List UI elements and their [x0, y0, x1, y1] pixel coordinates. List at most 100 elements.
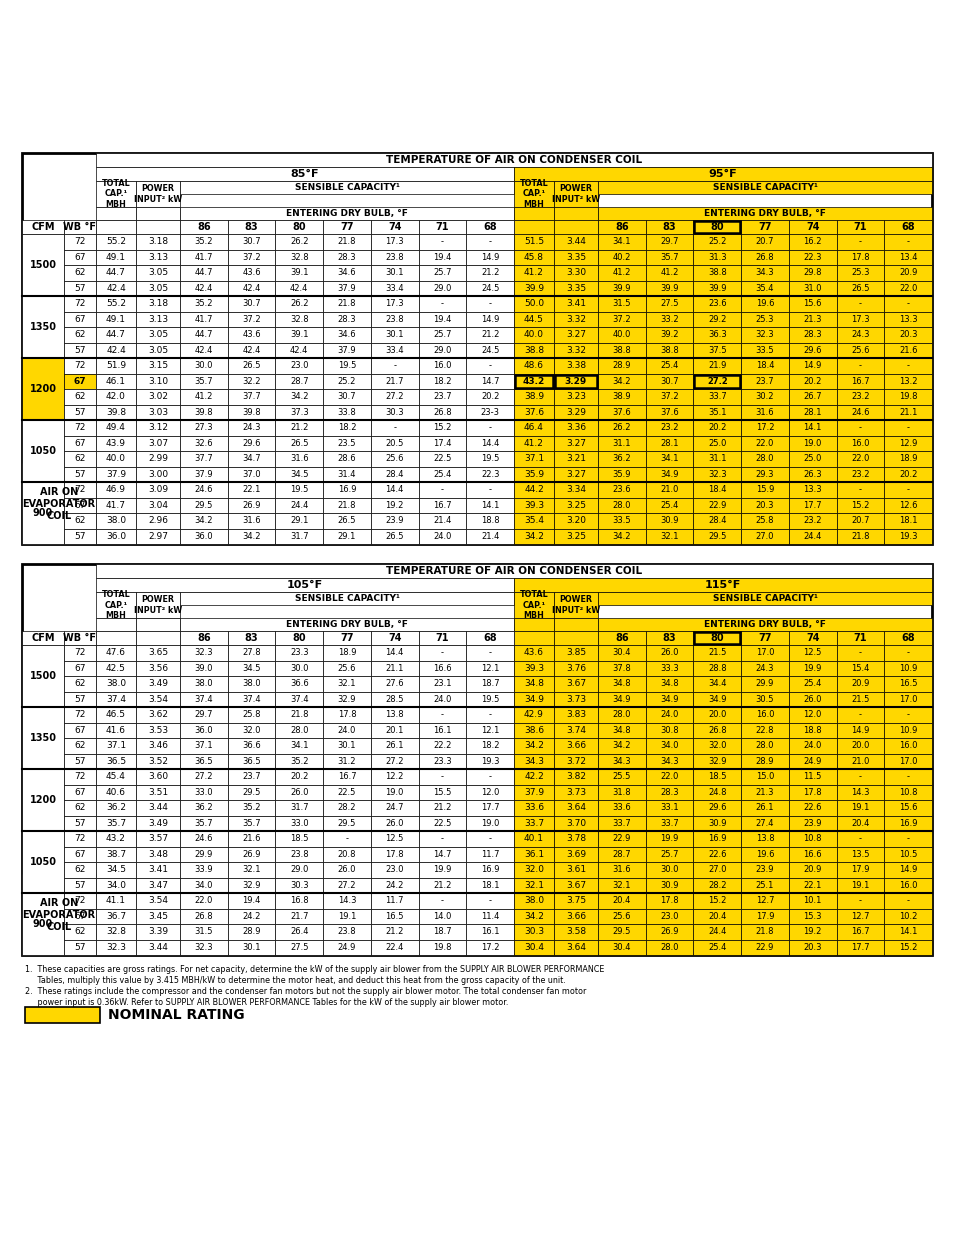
- Text: 29.0: 29.0: [433, 346, 451, 354]
- Text: 22.2: 22.2: [433, 741, 451, 750]
- Text: CFM: CFM: [31, 222, 54, 232]
- Text: 26.5: 26.5: [290, 438, 308, 448]
- Bar: [554, 327, 598, 342]
- Text: 14.3: 14.3: [850, 788, 869, 797]
- Text: 21.8: 21.8: [337, 500, 355, 510]
- Bar: [64, 753, 96, 769]
- Bar: [693, 342, 740, 358]
- Text: 35.7: 35.7: [194, 377, 213, 385]
- Bar: [466, 706, 514, 722]
- Text: -: -: [440, 237, 443, 246]
- Bar: [645, 327, 693, 342]
- Text: -: -: [488, 485, 491, 494]
- Text: 1.  These capacities are gross ratings. For net capacity, determine the kW of th: 1. These capacities are gross ratings. F…: [25, 965, 604, 974]
- Bar: [693, 405, 740, 420]
- Bar: [466, 280, 514, 296]
- Text: 14.0: 14.0: [433, 911, 451, 921]
- Bar: [836, 661, 883, 676]
- Text: -: -: [905, 424, 909, 432]
- Bar: [554, 722, 598, 739]
- Text: 30.4: 30.4: [523, 942, 543, 952]
- Bar: [466, 893, 514, 909]
- Bar: [645, 498, 693, 513]
- Bar: [275, 722, 323, 739]
- Text: 19.4: 19.4: [242, 897, 260, 905]
- Text: 31.6: 31.6: [242, 516, 260, 525]
- Text: 31.6: 31.6: [290, 454, 308, 463]
- Text: -: -: [440, 772, 443, 782]
- Bar: [275, 498, 323, 513]
- Text: 31.5: 31.5: [194, 927, 213, 936]
- Bar: [323, 800, 371, 815]
- Bar: [180, 784, 228, 800]
- Bar: [740, 692, 788, 706]
- Text: 19.9: 19.9: [659, 835, 678, 844]
- Bar: [275, 631, 323, 645]
- Bar: [554, 233, 598, 249]
- Bar: [96, 631, 136, 645]
- Bar: [64, 893, 96, 909]
- Text: 13.2: 13.2: [898, 377, 917, 385]
- Bar: [180, 358, 228, 373]
- Bar: [740, 661, 788, 676]
- Text: 42.9: 42.9: [523, 710, 543, 719]
- Bar: [645, 661, 693, 676]
- Text: 34.2: 34.2: [612, 377, 631, 385]
- Text: 41.2: 41.2: [612, 268, 630, 277]
- Bar: [418, 327, 466, 342]
- Text: 3.72: 3.72: [565, 757, 585, 766]
- Text: 3.25: 3.25: [565, 500, 585, 510]
- Bar: [466, 815, 514, 831]
- Bar: [323, 878, 371, 893]
- Text: 25.0: 25.0: [802, 454, 821, 463]
- Text: 13.8: 13.8: [385, 710, 404, 719]
- Text: 37.8: 37.8: [612, 663, 631, 673]
- Bar: [275, 513, 323, 529]
- Bar: [514, 769, 554, 784]
- Bar: [323, 220, 371, 233]
- Text: 3.41: 3.41: [565, 299, 585, 309]
- Text: 16.7: 16.7: [850, 927, 869, 936]
- Text: 28.0: 28.0: [755, 454, 774, 463]
- Text: 25.7: 25.7: [433, 330, 451, 340]
- Text: 72: 72: [74, 237, 86, 246]
- Bar: [883, 498, 931, 513]
- Text: 2.  These ratings include the compressor and the condenser fan motors but not th: 2. These ratings include the compressor …: [25, 987, 586, 995]
- Bar: [645, 631, 693, 645]
- Text: 23.3: 23.3: [433, 757, 452, 766]
- Bar: [693, 815, 740, 831]
- Bar: [64, 420, 96, 436]
- Text: 30.3: 30.3: [385, 408, 404, 416]
- Bar: [418, 529, 466, 543]
- Text: 3.02: 3.02: [148, 393, 168, 401]
- Text: 17.0: 17.0: [898, 695, 917, 704]
- Bar: [554, 631, 598, 645]
- Bar: [96, 940, 136, 955]
- Bar: [514, 207, 554, 220]
- Bar: [836, 722, 883, 739]
- Text: 34.0: 34.0: [194, 881, 213, 889]
- Bar: [598, 451, 645, 467]
- Bar: [228, 358, 275, 373]
- Text: 71: 71: [853, 634, 866, 643]
- Bar: [228, 220, 275, 233]
- Bar: [466, 482, 514, 498]
- Text: 3.61: 3.61: [565, 866, 585, 874]
- Bar: [740, 498, 788, 513]
- Text: 43.9: 43.9: [106, 438, 126, 448]
- Bar: [96, 467, 136, 482]
- Text: 20.9: 20.9: [898, 268, 917, 277]
- Bar: [740, 722, 788, 739]
- Text: 3.00: 3.00: [148, 469, 168, 479]
- Text: 3.49: 3.49: [148, 819, 168, 827]
- Text: 10.1: 10.1: [802, 897, 821, 905]
- Bar: [883, 513, 931, 529]
- Bar: [64, 631, 96, 645]
- Text: 3.60: 3.60: [148, 772, 168, 782]
- Bar: [598, 692, 645, 706]
- Bar: [740, 529, 788, 543]
- Text: 41.2: 41.2: [194, 393, 213, 401]
- Text: 22.9: 22.9: [612, 835, 630, 844]
- Bar: [22, 631, 64, 645]
- Text: 72: 72: [74, 299, 86, 309]
